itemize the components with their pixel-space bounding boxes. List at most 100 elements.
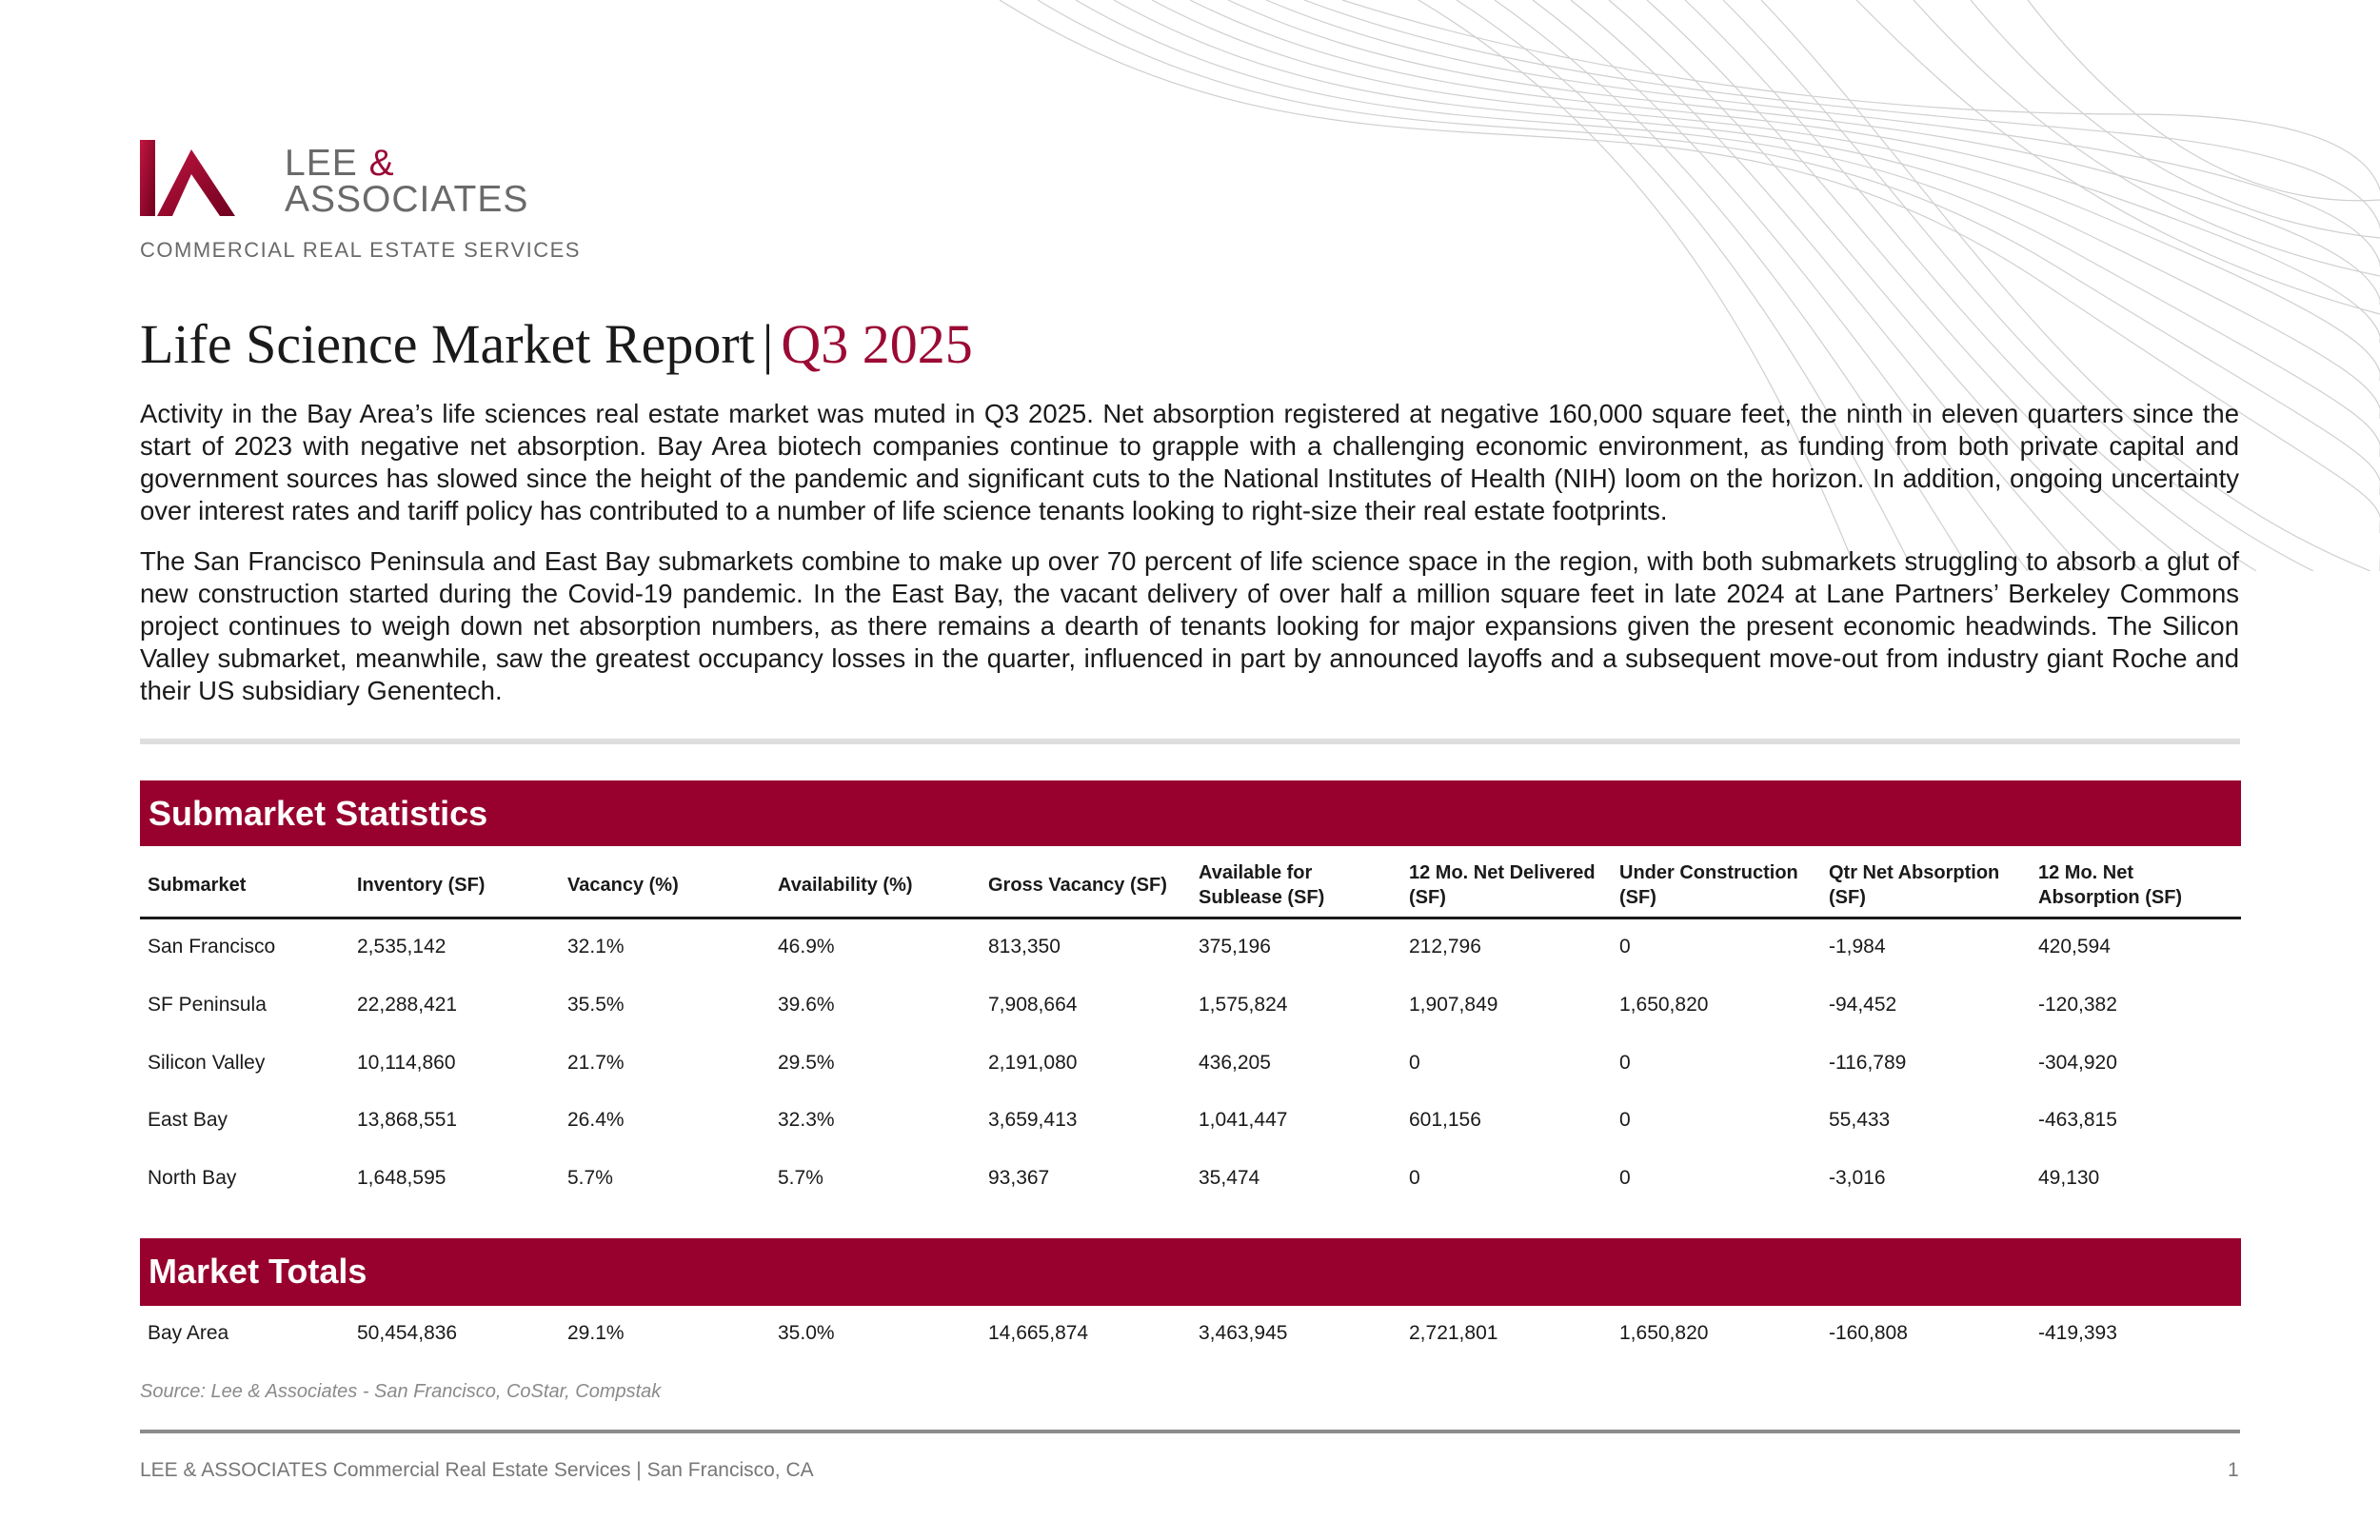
title-period: Q3 2025 xyxy=(781,313,973,375)
table-row: Silicon Valley 10,114,860 21.7% 29.5% 2,… xyxy=(0,1044,2380,1082)
page-title: Life Science Market Report | Q3 2025 xyxy=(140,312,973,376)
cell-vacancy: 35.5% xyxy=(567,994,625,1016)
section-divider xyxy=(140,739,2240,744)
cell-submarket: SF Peninsula xyxy=(148,994,267,1016)
cell-12mo-absorption: -120,382 xyxy=(2038,994,2117,1016)
title-separator: | xyxy=(762,313,774,375)
totals-row: Bay Area 50,454,836 29.1% 35.0% 14,665,8… xyxy=(0,1314,2380,1352)
table-row: North Bay 1,648,595 5.7% 5.7% 93,367 35,… xyxy=(0,1159,2380,1197)
cell-gross-vacancy: 2,191,080 xyxy=(988,1052,1078,1074)
cell-submarket: Bay Area xyxy=(148,1322,229,1344)
submarket-statistics-title: Submarket Statistics xyxy=(149,794,488,833)
footer-divider xyxy=(140,1430,2240,1433)
cell-net-delivered: 212,796 xyxy=(1409,936,1481,958)
brand-ampersand: & xyxy=(368,143,395,184)
cell-inventory: 50,454,836 xyxy=(357,1322,458,1344)
column-header: Qtr Net Absorption (SF) xyxy=(1829,862,2000,908)
cell-qtr-absorption: -94,452 xyxy=(1829,994,1897,1016)
page-number: 1 xyxy=(2228,1459,2239,1481)
column-header: Under Construction (SF) xyxy=(1619,862,1798,908)
cell-sublease: 375,196 xyxy=(1199,936,1271,958)
cell-net-delivered: 1,907,849 xyxy=(1409,994,1498,1016)
cell-net-delivered: 0 xyxy=(1409,1052,1420,1074)
intro-paragraph-2: The San Francisco Peninsula and East Bay… xyxy=(140,546,2239,705)
cell-inventory: 10,114,860 xyxy=(357,1052,456,1074)
table-row: East Bay 13,868,551 26.4% 32.3% 3,659,41… xyxy=(0,1101,2380,1139)
intro-paragraph-1: Activity in the Bay Area’s life sciences… xyxy=(140,399,2239,525)
cell-qtr-absorption: 55,433 xyxy=(1829,1109,1891,1131)
cell-submarket: North Bay xyxy=(148,1167,237,1189)
cell-12mo-absorption: -304,920 xyxy=(2038,1052,2117,1074)
cell-availability: 29.5% xyxy=(778,1052,835,1074)
table-row: SF Peninsula 22,288,421 35.5% 39.6% 7,90… xyxy=(0,986,2380,1024)
market-totals-title: Market Totals xyxy=(149,1252,367,1291)
table-header-row: Submarket Inventory (SF) Vacancy (%) Ava… xyxy=(0,857,2380,914)
cell-availability: 5.7% xyxy=(778,1167,823,1189)
cell-12mo-absorption: -419,393 xyxy=(2038,1322,2117,1344)
column-header: 12 Mo. Net Absorption (SF) xyxy=(2038,862,2183,908)
source-note: Source: Lee & Associates - San Francisco… xyxy=(140,1381,662,1402)
brand-name-line2: ASSOCIATES xyxy=(285,179,529,220)
footer-text: LEE & ASSOCIATES Commercial Real Estate … xyxy=(140,1459,814,1481)
cell-12mo-absorption: -463,815 xyxy=(2038,1109,2117,1131)
column-header: Inventory (SF) xyxy=(357,875,486,896)
cell-vacancy: 5.7% xyxy=(567,1167,613,1189)
cell-submarket: San Francisco xyxy=(148,936,276,958)
column-header: Vacancy (%) xyxy=(567,875,679,896)
cell-vacancy: 26.4% xyxy=(567,1109,625,1131)
cell-inventory: 2,535,142 xyxy=(357,936,446,958)
cell-net-delivered: 0 xyxy=(1409,1167,1420,1189)
brand-tagline: COMMERCIAL REAL ESTATE SERVICES xyxy=(140,238,581,262)
cell-net-delivered: 601,156 xyxy=(1409,1109,1481,1131)
market-totals-header: Market Totals xyxy=(140,1238,2241,1306)
table-header-rule xyxy=(140,917,2241,919)
cell-sublease: 1,575,824 xyxy=(1199,994,1288,1016)
column-header: Gross Vacancy (SF) xyxy=(988,875,1167,896)
column-header: Available for Sublease (SF) xyxy=(1199,862,1325,908)
cell-availability: 46.9% xyxy=(778,936,835,958)
cell-availability: 35.0% xyxy=(778,1322,835,1344)
cell-inventory: 22,288,421 xyxy=(357,994,458,1016)
cell-12mo-absorption: 49,130 xyxy=(2038,1167,2100,1189)
cell-gross-vacancy: 93,367 xyxy=(988,1167,1050,1189)
cell-vacancy: 21.7% xyxy=(567,1052,625,1074)
cell-qtr-absorption: -1,984 xyxy=(1829,936,1886,958)
cell-12mo-absorption: 420,594 xyxy=(2038,936,2111,958)
table-row: San Francisco 2,535,142 32.1% 46.9% 813,… xyxy=(0,928,2380,966)
cell-submarket: Silicon Valley xyxy=(148,1052,266,1074)
cell-under-construction: 0 xyxy=(1619,1052,1631,1074)
decorative-wave-lines xyxy=(1000,0,2380,571)
cell-qtr-absorption: -3,016 xyxy=(1829,1167,1886,1189)
cell-gross-vacancy: 813,350 xyxy=(988,936,1061,958)
cell-submarket: East Bay xyxy=(148,1109,228,1131)
cell-inventory: 13,868,551 xyxy=(357,1109,458,1131)
cell-gross-vacancy: 7,908,664 xyxy=(988,994,1078,1016)
submarket-statistics-header: Submarket Statistics xyxy=(140,780,2241,846)
lee-associates-logo-icon xyxy=(140,140,235,216)
column-header: Availability (%) xyxy=(778,875,913,896)
cell-qtr-absorption: -116,789 xyxy=(1829,1052,1907,1074)
cell-under-construction: 0 xyxy=(1619,1109,1631,1131)
cell-availability: 39.6% xyxy=(778,994,835,1016)
cell-sublease: 436,205 xyxy=(1199,1052,1271,1074)
cell-net-delivered: 2,721,801 xyxy=(1409,1322,1498,1344)
cell-sublease: 3,463,945 xyxy=(1199,1322,1288,1344)
column-header: Submarket xyxy=(148,875,247,896)
cell-inventory: 1,648,595 xyxy=(357,1167,446,1189)
cell-under-construction: 1,650,820 xyxy=(1619,994,1709,1016)
title-main: Life Science Market Report xyxy=(140,313,755,375)
cell-sublease: 1,041,447 xyxy=(1199,1109,1288,1131)
cell-vacancy: 32.1% xyxy=(567,936,625,958)
cell-gross-vacancy: 3,659,413 xyxy=(988,1109,1078,1131)
cell-under-construction: 1,650,820 xyxy=(1619,1322,1709,1344)
cell-qtr-absorption: -160,808 xyxy=(1829,1322,1908,1344)
brand-name: LEE & ASSOCIATES xyxy=(285,143,529,220)
cell-sublease: 35,474 xyxy=(1199,1167,1260,1189)
column-header: 12 Mo. Net Delivered (SF) xyxy=(1409,862,1596,908)
cell-under-construction: 0 xyxy=(1619,936,1631,958)
cell-vacancy: 29.1% xyxy=(567,1322,625,1344)
cell-availability: 32.3% xyxy=(778,1109,835,1131)
cell-gross-vacancy: 14,665,874 xyxy=(988,1322,1089,1344)
cell-under-construction: 0 xyxy=(1619,1167,1631,1189)
